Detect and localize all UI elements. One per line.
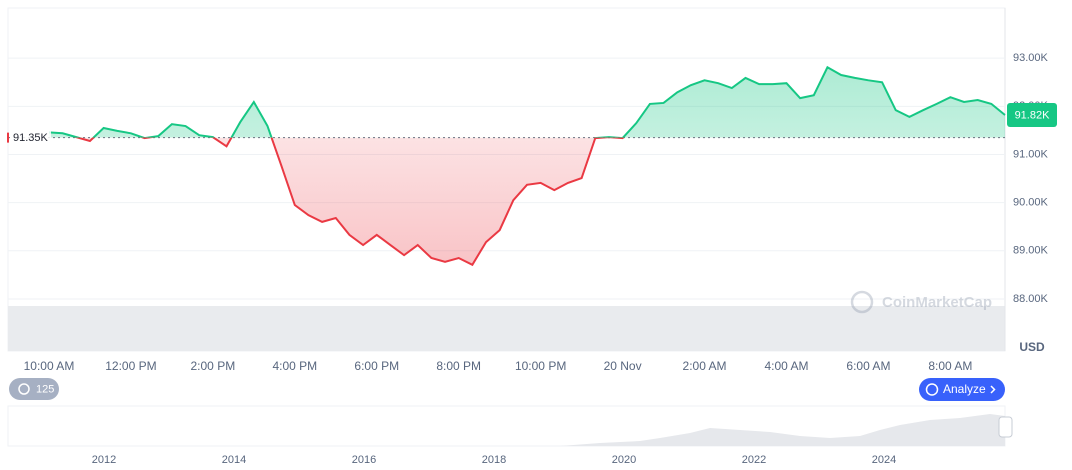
currency-label: USD <box>1019 340 1045 354</box>
baseline-label-bg <box>11 129 51 144</box>
y-tick-label: 89.00K <box>1013 245 1049 257</box>
navigator-year: 2018 <box>482 454 506 466</box>
current-price-tag <box>1007 102 1057 127</box>
y-tick-label: 91.00K <box>1013 148 1049 160</box>
navigator-year: 2024 <box>872 454 896 466</box>
area-down <box>77 137 624 265</box>
navigator-year: 2014 <box>222 454 246 466</box>
navigator-handle[interactable] <box>998 416 1013 438</box>
watermark: CoinMarketCap <box>850 290 992 314</box>
y-tick-label: 93.00K <box>1013 52 1049 64</box>
analyze-icon <box>925 383 939 396</box>
baseline-label: 91.35K <box>13 132 49 144</box>
volume-band <box>8 306 1005 351</box>
price-line-up <box>48 65 1006 138</box>
range-badge-text: 125 <box>36 383 54 395</box>
navigator-year: 2020 <box>612 454 636 466</box>
x-tick-label: 10:00 PM <box>515 359 566 373</box>
badge-icon <box>18 383 30 395</box>
plot: 88.00K89.00K90.00K91.00K92.00K93.00K10:0… <box>7 52 1057 373</box>
price-line-down <box>74 137 625 267</box>
navigator-year: 2022 <box>742 454 766 466</box>
x-tick-label: 10:00 AM <box>24 359 75 373</box>
x-tick-label: 6:00 AM <box>846 359 890 373</box>
range-badge[interactable] <box>9 378 59 400</box>
analyze-arrow <box>990 385 996 394</box>
x-tick-label: 8:00 AM <box>928 359 972 373</box>
navigator-area <box>560 414 1005 446</box>
watermark-text: CoinMarketCap <box>882 294 992 311</box>
current-price-label: 91.82K <box>1015 109 1051 121</box>
x-tick-label: 20 Nov <box>604 359 642 373</box>
navigator-year: 2012 <box>92 454 116 466</box>
y-tick-label: 90.00K <box>1013 197 1049 209</box>
x-tick-label: 12:00 PM <box>105 359 156 373</box>
y-tick-label: 88.00K <box>1013 293 1049 305</box>
x-tick-label: 4:00 AM <box>764 359 808 373</box>
x-tick-label: 2:00 PM <box>191 359 236 373</box>
watermark-logo <box>850 290 874 314</box>
x-tick-label: 8:00 PM <box>436 359 481 373</box>
navigator-years: 2012 2014 2016 2018 2020 2022 2024 <box>92 454 896 466</box>
analyze-button[interactable] <box>919 378 1005 401</box>
analyze-text: Analyze <box>943 382 986 396</box>
x-tick-label: 4:00 PM <box>272 359 317 373</box>
x-tick-label: 2:00 AM <box>683 359 727 373</box>
x-tick-label: 6:00 PM <box>354 359 399 373</box>
navigator-year: 2016 <box>352 454 376 466</box>
